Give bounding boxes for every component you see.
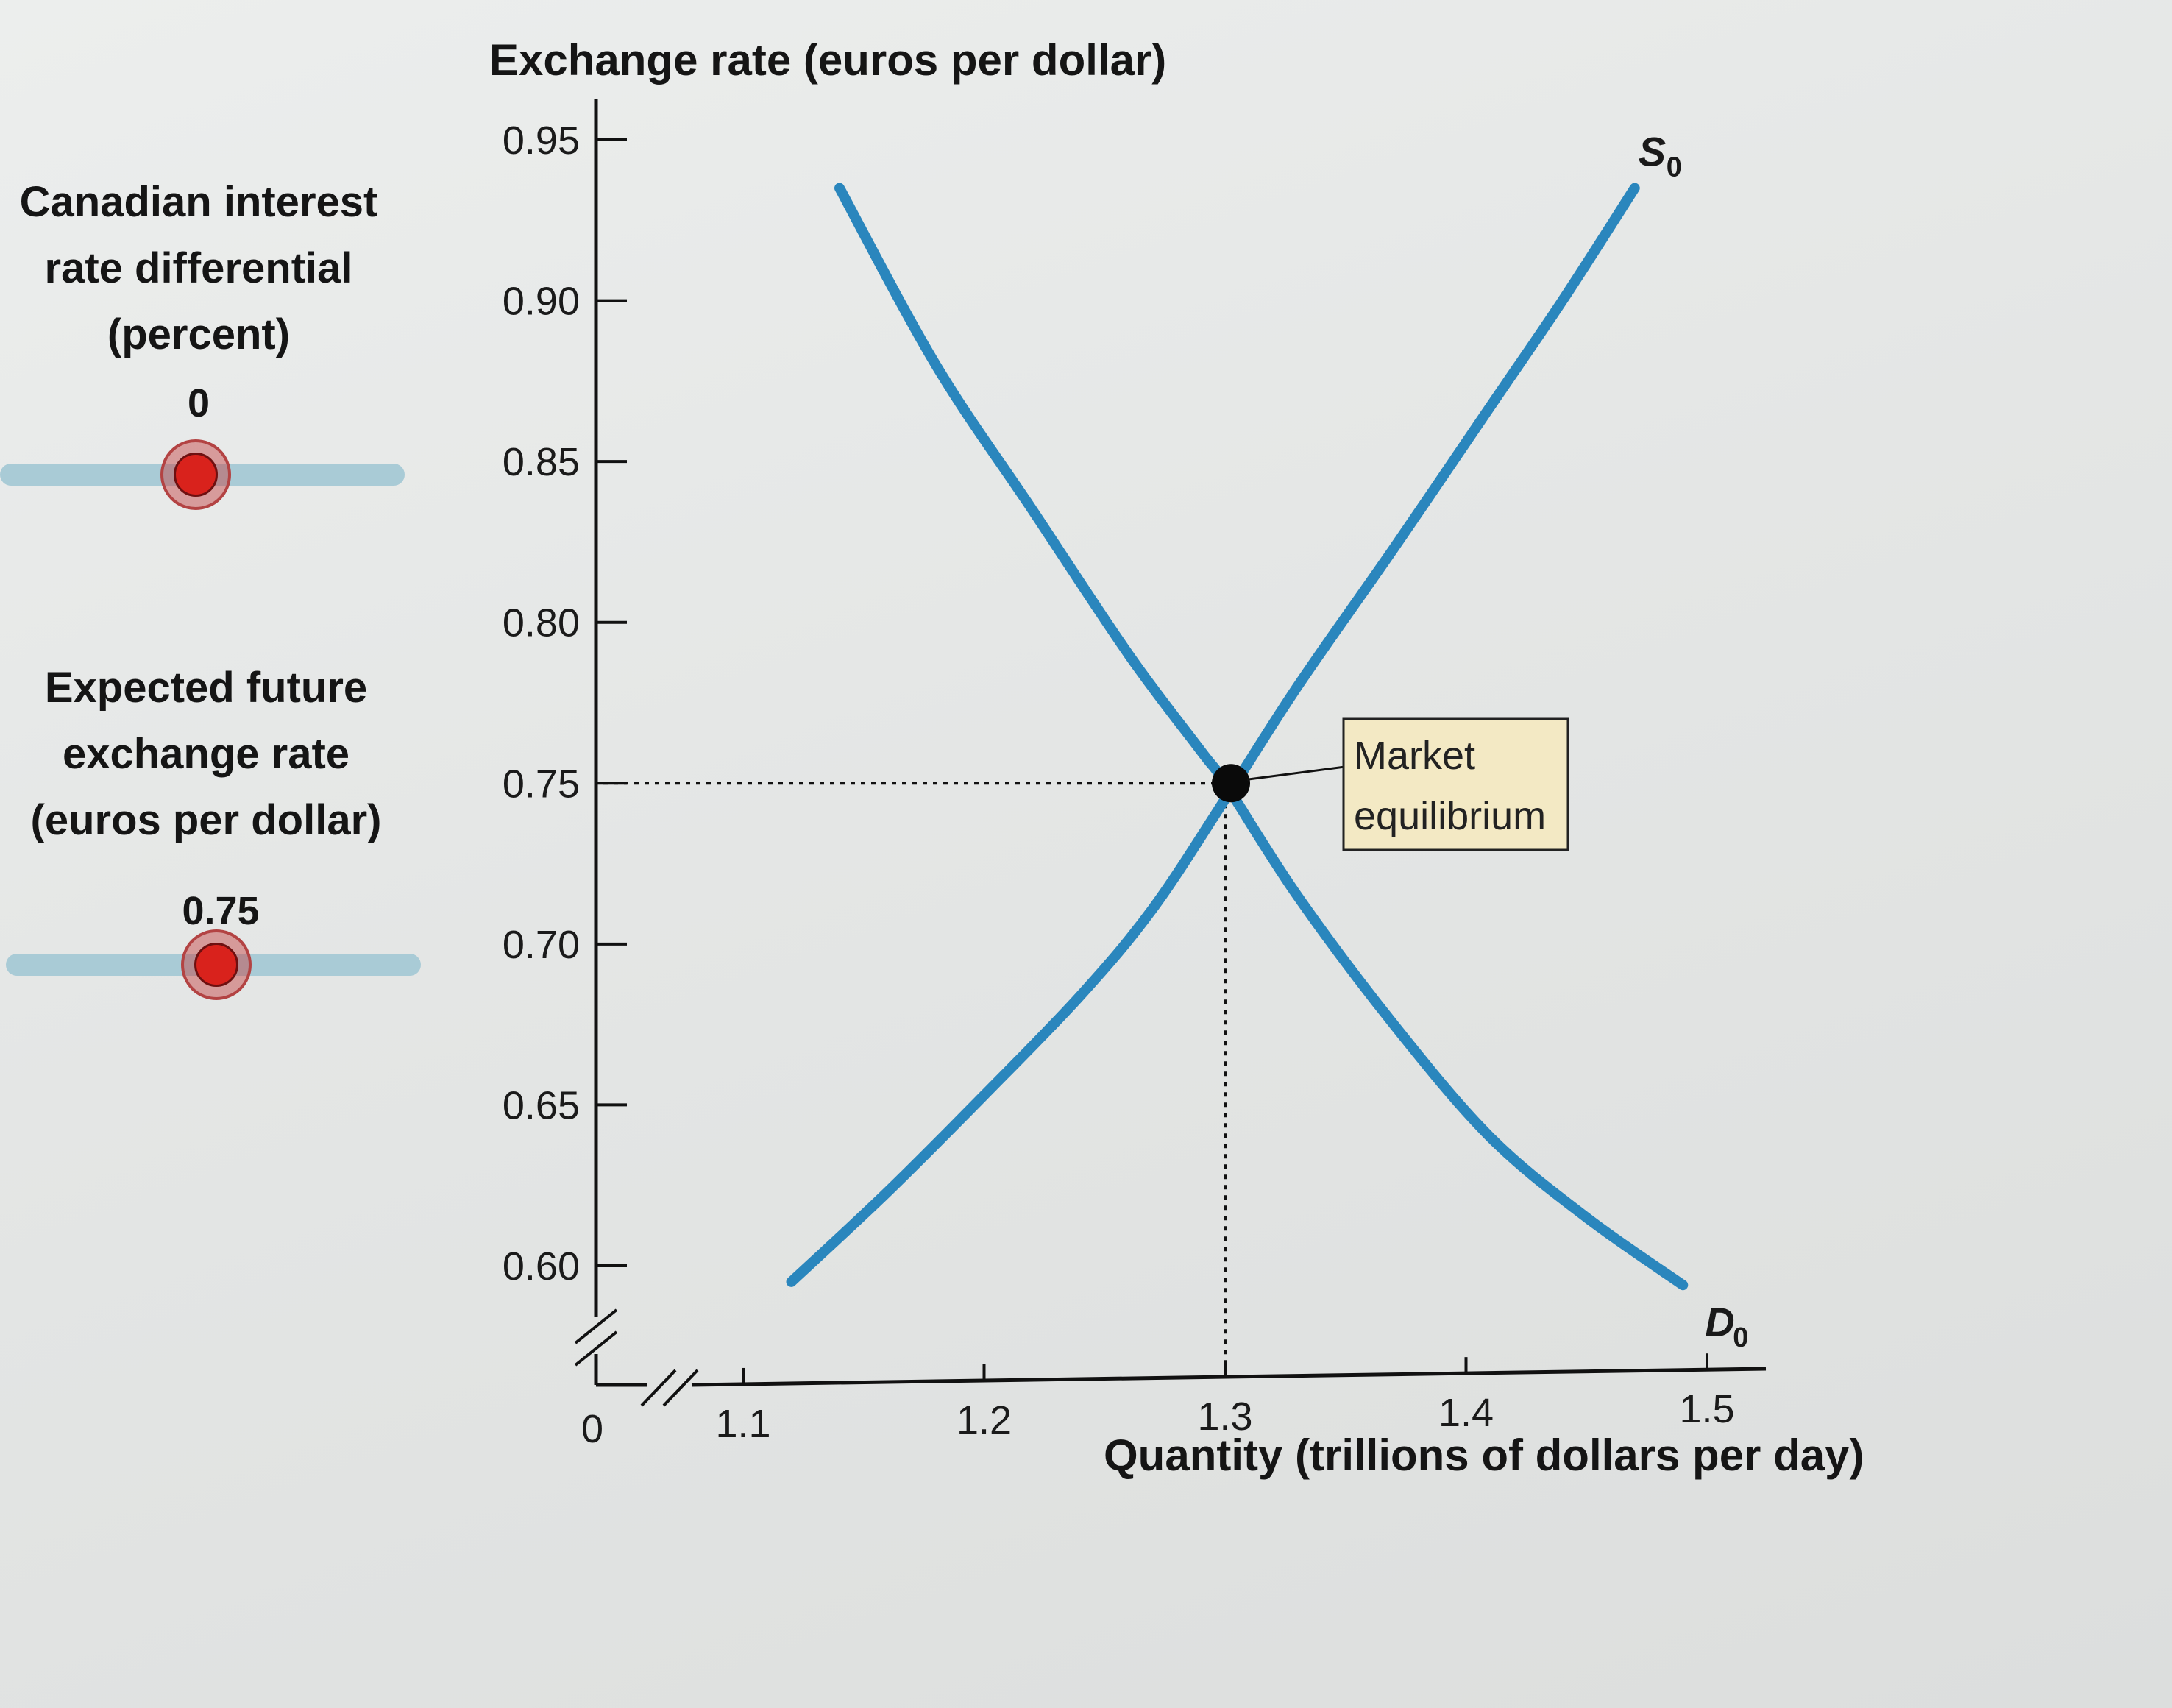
expected-rate-slider-knob[interactable] (181, 929, 252, 1000)
equilibrium-point (1212, 764, 1250, 803)
x-tick-label: 1.3 (1197, 1395, 1252, 1439)
y-axis-break-mark (574, 1308, 618, 1344)
demand-curve-label-subscript: 0 (1733, 1322, 1748, 1353)
interest-rate-label-line-1: Canadian interest (19, 178, 378, 226)
x-axis-title: Quantity (trillions of dollars per day) (1104, 1431, 1864, 1480)
equilibrium-guides (603, 782, 1227, 1378)
axis-ticks: 0.60 0.65 0.70 0.75 0.80 0.85 0.90 0.95 1.1 1.2 1.… (503, 118, 1735, 1451)
interest-rate-label-line-3: (percent) (107, 311, 291, 358)
y-tick-label: 0.65 (503, 1083, 580, 1127)
equilibrium-callout-box (1342, 717, 1569, 851)
demand-curve-label: D (1705, 1299, 1734, 1345)
x-tick-label: 1.1 (715, 1402, 770, 1446)
expected-rate-label-line-3: (euros per dollar) (30, 796, 382, 844)
x-tick-label: 1.5 (1679, 1387, 1734, 1431)
y-tick-label: 0.70 (503, 923, 580, 967)
x-axis-line (691, 1367, 1767, 1387)
y-tick-label: 0.95 (503, 118, 580, 163)
expected-rate-label-line-1: Expected future (44, 664, 368, 712)
y-tick-label: 0.90 (503, 280, 580, 324)
x-axis-break-mark (640, 1369, 677, 1407)
y-tick-label: 0.80 (503, 601, 580, 645)
interest-rate-label-line-2: rate differential (44, 244, 353, 292)
y-tick-label: 0.75 (503, 762, 580, 806)
y-tick-label: 0.85 (503, 440, 580, 484)
expected-rate-label-line-2: exchange rate (62, 730, 350, 778)
expected-rate-value: 0.75 (182, 889, 260, 933)
x-tick-label: 1.4 (1438, 1391, 1494, 1435)
y-axis-title: Exchange rate (euros per dollar) (489, 35, 1166, 85)
origin-label: 0 (581, 1407, 603, 1451)
supply-curve-label: S (1639, 129, 1666, 175)
supply-curve-label-subscript: 0 (1667, 152, 1682, 183)
interest-rate-control: Canadian interest rate differential (per… (0, 169, 419, 433)
equilibrium-callout-text: equilibrium (1354, 794, 1546, 838)
y-tick-label: 0.60 (503, 1244, 580, 1289)
equilibrium-callout-leader (1246, 765, 1344, 781)
x-axis-break-mark (662, 1369, 699, 1407)
y-axis-break-mark (574, 1330, 618, 1367)
interest-rate-slider-knob[interactable] (160, 439, 231, 510)
x-tick-label: 1.2 (957, 1398, 1012, 1442)
equilibrium-callout-text: Market (1354, 734, 1475, 778)
interest-rate-value: 0 (187, 381, 210, 425)
expected-rate-control: Expected future exchange rate (euros per… (0, 655, 427, 854)
axes (574, 99, 1767, 1407)
